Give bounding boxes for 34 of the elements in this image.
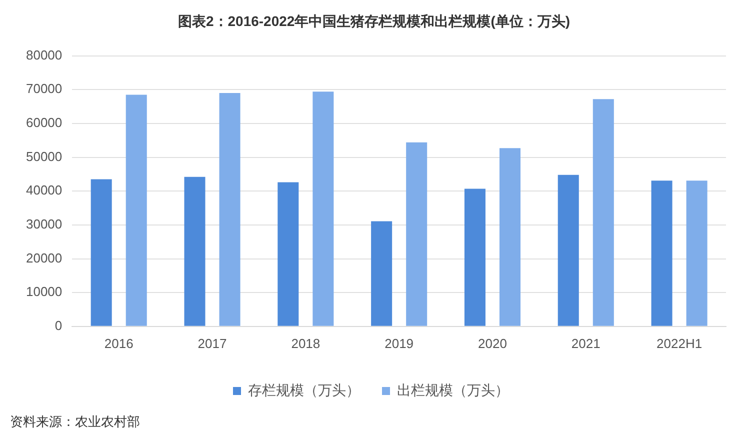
- bar: [278, 182, 299, 326]
- bar: [90, 179, 112, 326]
- chart-title: 图表2：2016-2022年中国生猪存栏规模和出栏规模(单位：万头): [176, 12, 572, 31]
- y-tick-label: 80000: [26, 47, 62, 62]
- bar: [126, 94, 147, 326]
- bar: [464, 188, 486, 326]
- x-tick-label: 2020: [478, 336, 507, 351]
- text: 资料来源：农业农村部: [10, 413, 140, 431]
- y-tick-label: 70000: [26, 81, 62, 96]
- bar: [371, 221, 392, 326]
- bar: [406, 142, 428, 326]
- bar: [499, 148, 521, 326]
- bar: [219, 93, 240, 326]
- x-tick-label: 2022H1: [656, 336, 702, 351]
- bar: [312, 92, 334, 326]
- y-tick-label: 60000: [26, 115, 62, 130]
- bar: [592, 99, 614, 326]
- legend-label: 存栏规模（万头）: [248, 382, 360, 398]
- y-tick-label: 30000: [26, 216, 62, 232]
- x-tick-label: 2019: [384, 336, 414, 351]
- bar: [651, 180, 672, 326]
- x-tick-label: 2021: [571, 336, 600, 351]
- x-tick-label: 2018: [291, 336, 320, 351]
- bar: [558, 174, 579, 326]
- y-tick-label: 0: [54, 318, 62, 333]
- x-tick-label: 2016: [104, 336, 134, 351]
- y-tick-label: 50000: [26, 148, 62, 164]
- bar: [184, 176, 206, 326]
- y-tick-label: 40000: [26, 182, 62, 198]
- y-tick-label: 20000: [26, 250, 62, 266]
- x-tick-label: 2017: [198, 336, 227, 351]
- legend-label: 出栏规模（万头）: [397, 382, 509, 398]
- y-tick-label: 10000: [26, 284, 62, 300]
- bar: [686, 180, 708, 326]
